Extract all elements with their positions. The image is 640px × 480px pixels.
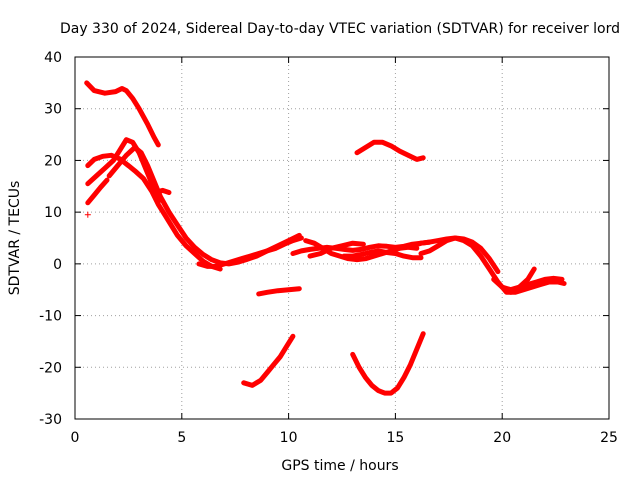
axis-ticks	[74, 56, 610, 420]
series-track-4	[85, 177, 110, 206]
series-track-5	[106, 145, 302, 267]
data-point-marker	[84, 211, 91, 218]
plot-area	[84, 80, 567, 396]
series-track-12	[307, 240, 366, 259]
y-axis-label: SDTVAR / TECUs	[7, 181, 23, 296]
y-tick-labels: -30 -20 -10 0 10 20 30 40	[39, 50, 62, 428]
y-tick-label: 10	[44, 205, 62, 221]
grid	[75, 57, 609, 419]
series-track-9	[241, 333, 296, 388]
x-tick-labels: 0 5 10 15 20 25	[71, 430, 618, 446]
x-tick-label: 20	[493, 430, 511, 446]
x-tick-label: 25	[600, 430, 618, 446]
y-tick-label: 40	[44, 50, 62, 66]
x-axis-label: GPS time / hours	[281, 458, 398, 474]
y-tick-label: -20	[39, 360, 62, 376]
series-track-3	[85, 137, 161, 205]
series-track-16	[410, 235, 567, 295]
y-tick-label: 20	[44, 153, 62, 169]
series-track-19	[508, 275, 565, 295]
y-tick-label: 0	[53, 257, 62, 273]
series-track-7	[196, 235, 304, 269]
y-tick-label: -10	[39, 309, 62, 325]
series-track-17	[418, 235, 501, 275]
x-tick-label: 15	[386, 430, 404, 446]
x-tick-label: 10	[280, 430, 298, 446]
x-tick-label: 0	[71, 430, 80, 446]
series-track-13	[341, 248, 424, 261]
plot-frame	[74, 56, 610, 420]
y-tick-label: -30	[39, 412, 62, 428]
series-track-1	[84, 80, 161, 148]
series-track-8	[256, 286, 302, 297]
x-tick-label: 5	[177, 430, 186, 446]
series-track-6	[155, 187, 172, 195]
chart-title: Day 330 of 2024, Sidereal Day-to-day VTE…	[60, 21, 620, 37]
series-track-14	[354, 139, 426, 162]
series-track-15	[350, 331, 426, 396]
y-tick-label: 30	[44, 102, 62, 118]
